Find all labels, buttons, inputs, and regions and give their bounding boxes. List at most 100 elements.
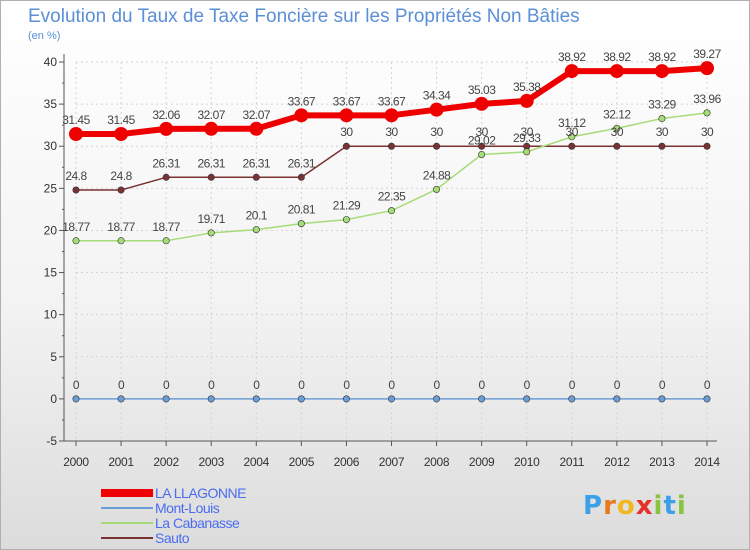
data-point bbox=[700, 61, 714, 76]
data-point bbox=[117, 186, 125, 194]
data-label: 21.29 bbox=[333, 199, 361, 213]
data-point bbox=[658, 395, 666, 403]
data-point bbox=[207, 229, 215, 237]
data-point bbox=[568, 395, 576, 403]
logo-letter: o bbox=[616, 491, 636, 521]
data-label: 30 bbox=[656, 125, 669, 139]
legend-swatch bbox=[101, 522, 153, 524]
logo-letter: r bbox=[603, 491, 617, 521]
data-label: 0 bbox=[704, 378, 711, 392]
data-label: 0 bbox=[659, 378, 666, 392]
data-point bbox=[252, 226, 260, 234]
data-point bbox=[297, 220, 305, 228]
data-label: 18.77 bbox=[107, 220, 135, 234]
data-point bbox=[384, 108, 399, 123]
data-label: 0 bbox=[208, 378, 215, 392]
data-label: 0 bbox=[569, 378, 576, 392]
data-point bbox=[568, 142, 576, 150]
legend-label: Sauto bbox=[155, 530, 190, 546]
data-point bbox=[72, 237, 80, 245]
data-label: 33.29 bbox=[648, 98, 676, 112]
data-point bbox=[703, 142, 711, 150]
data-label: 35.03 bbox=[468, 83, 496, 97]
data-label: 20.81 bbox=[288, 203, 316, 217]
data-label: 30 bbox=[385, 125, 398, 139]
data-label: 38.92 bbox=[603, 50, 631, 64]
data-point bbox=[117, 237, 125, 245]
data-point bbox=[342, 216, 350, 224]
data-point bbox=[72, 395, 80, 403]
data-point bbox=[162, 395, 170, 403]
data-point bbox=[207, 173, 215, 181]
data-label: 34.34 bbox=[423, 89, 451, 103]
y-tick-label: 40 bbox=[44, 55, 58, 69]
data-point bbox=[297, 173, 305, 181]
data-label: 0 bbox=[479, 378, 486, 392]
data-point bbox=[249, 121, 264, 136]
data-label: 24.88 bbox=[423, 168, 451, 182]
data-label: 0 bbox=[118, 378, 125, 392]
logo-letter: i bbox=[676, 491, 687, 521]
data-point bbox=[252, 395, 260, 403]
x-tick-label: 2006 bbox=[334, 455, 360, 469]
data-label: 33.96 bbox=[693, 92, 721, 106]
y-tick-label: 20 bbox=[44, 223, 58, 237]
data-label: 18.77 bbox=[152, 220, 180, 234]
legend-label: La Cabanasse bbox=[155, 515, 240, 531]
y-tick-label: 15 bbox=[44, 266, 58, 280]
data-point bbox=[703, 109, 711, 117]
logo-letter: i bbox=[653, 491, 664, 521]
data-point bbox=[564, 64, 579, 79]
x-tick-label: 2011 bbox=[559, 455, 584, 469]
data-point bbox=[342, 142, 350, 150]
chart-title: Evolution du Taux de Taxe Foncière sur l… bbox=[28, 6, 580, 27]
data-label: 33.67 bbox=[378, 94, 406, 108]
data-label: 32.07 bbox=[243, 108, 271, 122]
x-tick-label: 2013 bbox=[649, 455, 675, 469]
x-tick-label: 2010 bbox=[514, 455, 540, 469]
data-point bbox=[613, 124, 621, 132]
data-point bbox=[162, 237, 170, 245]
data-label: 38.92 bbox=[558, 50, 586, 64]
data-label: 30 bbox=[611, 125, 624, 139]
data-point bbox=[387, 395, 395, 403]
data-label: 35.38 bbox=[513, 80, 541, 94]
data-label: 24.8 bbox=[110, 169, 132, 183]
data-label: 26.31 bbox=[197, 156, 225, 170]
data-label: 0 bbox=[343, 378, 350, 392]
data-label: 30 bbox=[340, 125, 353, 139]
data-point bbox=[429, 102, 444, 117]
x-tick-label: 2008 bbox=[424, 455, 450, 469]
data-label: 0 bbox=[433, 378, 440, 392]
data-point bbox=[703, 395, 711, 403]
data-point bbox=[387, 207, 395, 215]
data-label: 0 bbox=[73, 378, 80, 392]
data-point bbox=[474, 96, 489, 111]
x-tick-label: 2012 bbox=[604, 455, 630, 469]
data-label: 31.45 bbox=[62, 113, 90, 127]
data-point bbox=[162, 173, 170, 181]
data-label: 20.1 bbox=[246, 209, 268, 223]
y-tick-label: -5 bbox=[46, 434, 57, 448]
data-point bbox=[433, 395, 441, 403]
data-label: 0 bbox=[163, 378, 170, 392]
legend-label: LA LLAGONNE bbox=[155, 485, 247, 501]
legend-swatch bbox=[101, 489, 153, 497]
data-label: 29.33 bbox=[513, 131, 541, 145]
data-label: 30 bbox=[475, 125, 488, 139]
data-point bbox=[114, 127, 129, 142]
data-point bbox=[523, 395, 531, 403]
data-label: 32.06 bbox=[152, 108, 180, 122]
legend-swatch bbox=[101, 507, 153, 509]
data-point bbox=[433, 185, 441, 193]
data-label: 30 bbox=[521, 125, 534, 139]
data-label: 30 bbox=[430, 125, 443, 139]
data-label: 31.12 bbox=[558, 116, 586, 130]
data-point bbox=[654, 64, 669, 79]
data-point bbox=[568, 133, 576, 141]
x-tick-label: 2001 bbox=[108, 455, 134, 469]
data-point bbox=[658, 142, 666, 150]
data-label: 0 bbox=[253, 378, 260, 392]
